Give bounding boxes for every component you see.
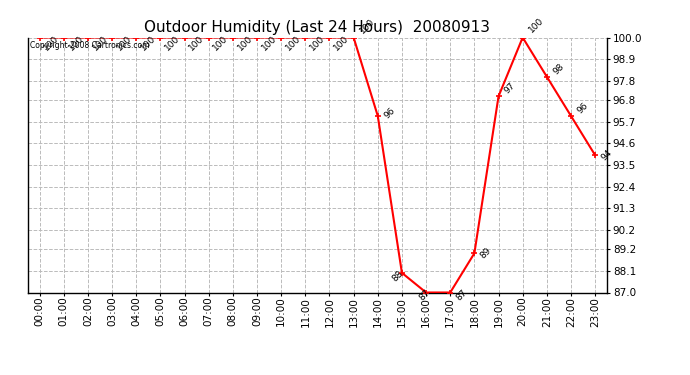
Text: 100: 100 [164,33,181,52]
Text: 100: 100 [212,33,230,52]
Text: Copyright 2008 Cartronics.com: Copyright 2008 Cartronics.com [30,41,150,50]
Text: 96: 96 [575,101,590,115]
Text: 87: 87 [455,288,469,303]
Title: Outdoor Humidity (Last 24 Hours)  20080913: Outdoor Humidity (Last 24 Hours) 2008091… [144,20,491,35]
Text: 100: 100 [236,33,254,52]
Text: 100: 100 [260,33,278,52]
Text: 89: 89 [479,246,493,261]
Text: 87: 87 [417,288,432,303]
Text: 94: 94 [600,148,613,163]
Text: 100: 100 [43,33,61,52]
Text: 96: 96 [382,106,397,121]
Text: 100: 100 [188,33,206,52]
Text: 97: 97 [503,81,518,96]
Text: 100: 100 [115,33,133,52]
Text: 100: 100 [91,33,109,52]
Text: 100: 100 [308,33,326,52]
Text: 100: 100 [284,33,302,52]
Text: 100: 100 [358,17,376,35]
Text: 88: 88 [391,269,405,283]
Text: 100: 100 [67,33,85,52]
Text: 100: 100 [139,33,157,52]
Text: 100: 100 [527,15,545,34]
Text: 98: 98 [551,62,566,76]
Text: 100: 100 [333,33,351,52]
